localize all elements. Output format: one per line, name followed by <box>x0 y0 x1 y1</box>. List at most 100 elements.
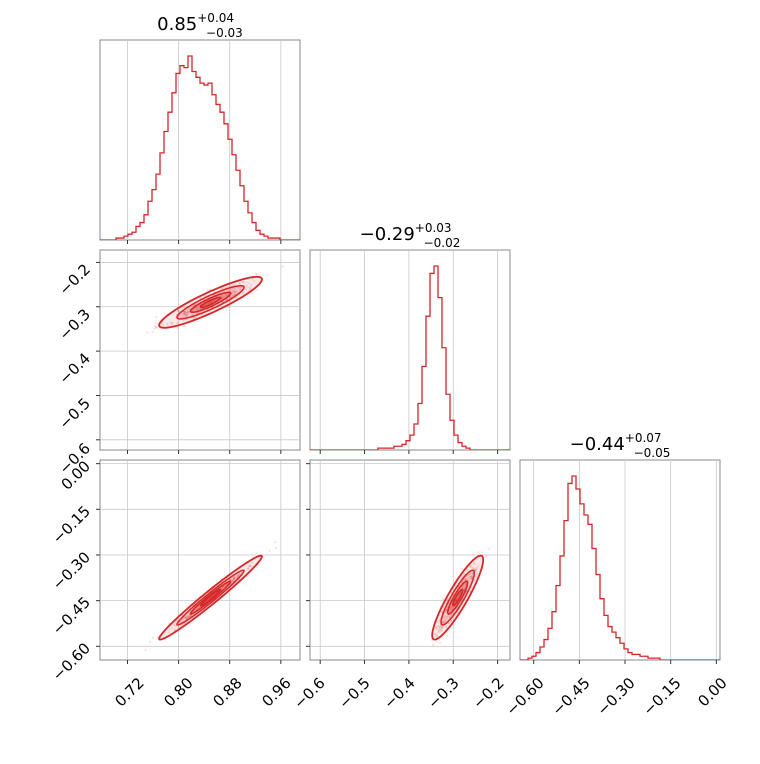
scatter-point <box>161 324 165 327</box>
scatter-point <box>449 606 453 609</box>
scatter-point <box>179 624 182 628</box>
scatter-point <box>477 550 480 554</box>
scatter-point <box>440 610 443 614</box>
title-param-1-median: 0.85 <box>157 14 197 35</box>
scatter-point <box>170 322 174 326</box>
scatter-point <box>253 279 256 283</box>
scatter-point <box>239 285 242 289</box>
scatter-point <box>462 586 465 589</box>
scatter-point <box>475 566 478 570</box>
scatter-point <box>175 620 178 623</box>
scatter-point <box>435 625 438 629</box>
scatter-point <box>210 300 213 303</box>
scatter-point <box>227 305 231 309</box>
title-param-3-minus: −0.05 <box>634 446 671 460</box>
scatter-point <box>438 619 441 623</box>
scatter-point <box>153 325 157 328</box>
scatter-point <box>181 315 185 319</box>
scatter-point <box>470 575 473 578</box>
x-tick-label: 0.00 <box>694 674 730 710</box>
scatter-point <box>235 575 239 579</box>
scatter-point <box>186 310 190 314</box>
scatter-point <box>468 572 471 576</box>
scatter-point <box>475 575 478 578</box>
scatter-point <box>450 613 453 616</box>
y-tick-label: −0.45 <box>49 593 94 638</box>
scatter-point <box>246 567 250 570</box>
scatter-point <box>172 623 176 627</box>
scatter-point <box>439 625 442 628</box>
scatter-point <box>169 321 173 325</box>
density-contour <box>431 554 485 641</box>
scatter-point <box>444 609 448 613</box>
scatter-point <box>206 302 210 305</box>
scatter-point <box>473 562 476 566</box>
histogram-param-3 <box>520 475 720 660</box>
scatter-point <box>238 281 241 285</box>
scatter-point <box>195 307 199 311</box>
title-param-1-minus: −0.03 <box>206 26 243 40</box>
scatter-point <box>233 290 236 294</box>
scatter-point <box>233 576 236 580</box>
scatter-point <box>232 283 235 287</box>
x-tick-labels-param-1: 0.72 0.80 0.88 0.96 <box>111 674 294 710</box>
y-tick-label: −0.3 <box>56 305 94 343</box>
scatter-point <box>434 634 438 637</box>
scatter-point <box>183 615 187 619</box>
scatter-point <box>224 293 227 297</box>
title-param-2-median: −0.29 <box>360 224 415 245</box>
scatter-point <box>167 631 171 635</box>
scatter-point <box>448 609 451 612</box>
scatter-point <box>209 301 212 304</box>
scatter-point <box>176 326 179 330</box>
x-tick-label: −0.45 <box>549 674 594 719</box>
scatter-point <box>190 614 193 617</box>
scatter-point <box>198 307 201 311</box>
scatter-point <box>186 615 190 619</box>
scatter-point <box>232 576 236 580</box>
scatter-point <box>224 293 228 296</box>
scatter-panel-frame-3v1 <box>99 459 301 661</box>
histogram-param-1 <box>100 55 300 240</box>
scatter-point <box>192 316 196 320</box>
scatter-point <box>232 578 235 581</box>
scatter-point <box>226 298 229 301</box>
scatter-point <box>152 327 156 331</box>
scatter-point <box>468 576 471 580</box>
scatter-point <box>281 265 284 268</box>
scatter-point <box>245 284 249 288</box>
scatter-point <box>433 632 437 636</box>
density-contour <box>199 588 222 607</box>
scatter-point <box>441 625 444 629</box>
y-tick-label: −0.60 <box>49 639 94 684</box>
scatter-point <box>440 626 444 629</box>
scatter-point <box>223 295 226 299</box>
scatter-point <box>471 571 474 574</box>
scatter-point <box>472 566 475 570</box>
scatter-point <box>467 573 470 577</box>
scatter-point <box>231 578 234 582</box>
scatter-point <box>251 277 254 281</box>
scatter-point <box>436 634 439 638</box>
x-tick-label: −0.15 <box>640 674 685 719</box>
scatter-point <box>436 630 440 634</box>
scatter-point <box>209 301 213 304</box>
scatter-point <box>485 554 488 558</box>
scatter-point <box>184 315 188 318</box>
scatter-point <box>473 561 476 564</box>
scatter-point <box>185 605 188 608</box>
scatter-point <box>268 549 271 552</box>
scatter-point <box>185 313 188 316</box>
scatter-point <box>182 312 185 316</box>
scatter-point <box>243 283 246 287</box>
scatter-point <box>254 272 258 276</box>
scatter-point <box>455 612 459 615</box>
grid-lines <box>100 40 717 660</box>
scatter-point <box>233 287 236 291</box>
scatter-point <box>186 312 189 316</box>
scatter-point <box>210 300 213 303</box>
scatter-point <box>194 608 197 612</box>
title-param-1: 0.85+0.04 −0.03 <box>157 11 243 40</box>
scatter-point <box>441 620 444 624</box>
x-tick-labels-param-2: −0.6 −0.5 −0.4 −0.3 −0.2 <box>290 674 507 712</box>
